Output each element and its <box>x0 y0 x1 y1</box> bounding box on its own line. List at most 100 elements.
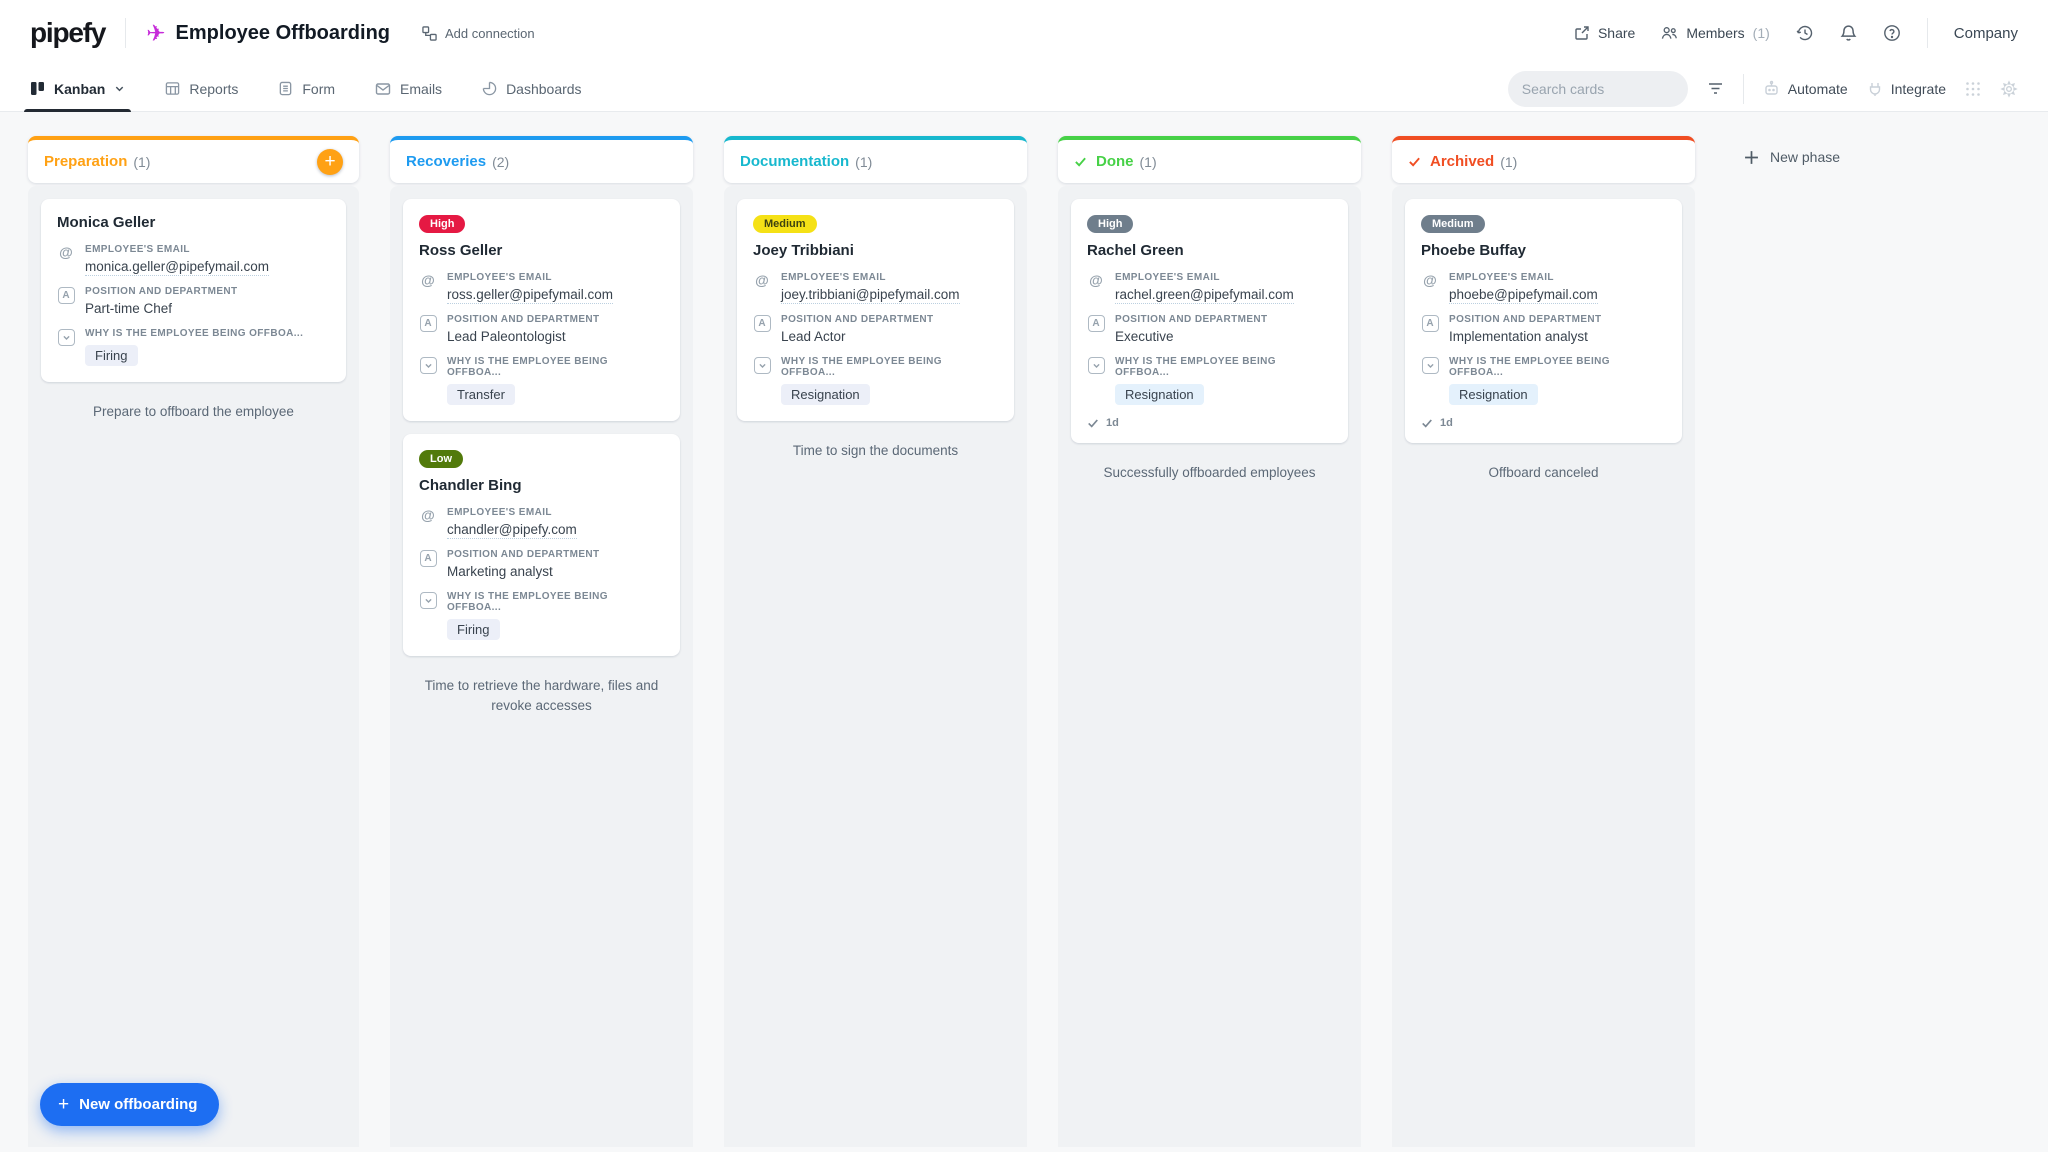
email-value: joey.tribbiani@pipefymail.com <box>781 287 960 304</box>
pipefy-logo[interactable]: pipefy <box>30 17 106 48</box>
history-icon <box>1796 25 1812 41</box>
tab-form-label: Form <box>302 80 336 97</box>
share-button[interactable]: Share <box>1574 25 1635 41</box>
field-label-reason: WHY IS THE EMPLOYEE BEING OFFBOA... <box>85 328 304 339</box>
column-documentation: Documentation (1) Medium Joey Tribbiani … <box>724 136 1027 1147</box>
column-header: Recoveries (2) <box>390 136 693 183</box>
card-joey-tribbiani[interactable]: Medium Joey Tribbiani @ EMPLOYEE'S EMAIL… <box>737 199 1014 421</box>
card-ross-geller[interactable]: High Ross Geller @ EMPLOYEE'S EMAIL ross… <box>403 199 680 421</box>
reason-badge: Firing <box>85 345 138 366</box>
column-recoveries: Recoveries (2) High Ross Geller @ EMPLOY… <box>390 136 693 1147</box>
add-card-button[interactable]: + <box>317 148 343 175</box>
chevron-down-icon <box>116 86 124 92</box>
tab-kanban-label: Kanban <box>54 80 106 97</box>
plus-icon <box>1745 150 1758 164</box>
check-icon <box>1074 155 1087 168</box>
share-icon <box>1575 26 1589 40</box>
at-icon: @ <box>59 244 73 260</box>
at-icon: @ <box>421 507 435 523</box>
priority-badge: High <box>419 215 466 233</box>
phase-count: (1) <box>1500 153 1518 170</box>
new-phase-button[interactable]: New phase <box>1744 149 1840 165</box>
history-button[interactable] <box>1796 24 1814 42</box>
column-done: Done (1) High Rachel Green @ EMPLOYEE'S … <box>1058 136 1361 1147</box>
column-header: Documentation (1) <box>724 136 1027 183</box>
new-phase-label: New phase <box>1770 149 1841 165</box>
card-chandler-bing[interactable]: Low Chandler Bing @ EMPLOYEE'S EMAIL cha… <box>403 434 680 656</box>
apps-grid-icon[interactable] <box>1965 81 1981 97</box>
phase-description: Offboard canceled <box>1488 465 1599 480</box>
tab-form[interactable]: Form <box>278 66 335 112</box>
settings-gear-icon[interactable] <box>2000 79 2018 98</box>
kanban-icon <box>30 81 45 96</box>
tab-reports[interactable]: Reports <box>165 66 238 112</box>
reason-badge: Transfer <box>447 384 515 405</box>
field-label-reason: WHY IS THE EMPLOYEE BEING OFFBOA... <box>447 591 608 613</box>
card-title: Monica Geller <box>57 214 156 231</box>
select-field-icon <box>753 357 771 374</box>
field-label-reason: WHY IS THE EMPLOYEE BEING OFFBOA... <box>1115 356 1276 378</box>
field-label-email: EMPLOYEE'S EMAIL <box>1449 272 1554 283</box>
form-icon <box>278 81 293 96</box>
field-label-reason: WHY IS THE EMPLOYEE BEING OFFBOA... <box>447 356 608 378</box>
phase-name: Preparation <box>44 153 128 170</box>
email-value: monica.geller@pipefymail.com <box>85 259 270 276</box>
phase-count: (2) <box>492 153 510 170</box>
members-button[interactable]: Members (1) <box>1661 25 1770 41</box>
tab-dashboards[interactable]: Dashboards <box>482 66 582 112</box>
integrate-label: Integrate <box>1890 80 1946 97</box>
divider <box>1742 73 1744 104</box>
priority-badge: Medium <box>753 215 817 233</box>
pipe-title: Employee Offboarding <box>175 21 391 44</box>
text-field-icon: A <box>1421 315 1439 332</box>
card-phoebe-buffay[interactable]: Medium Phoebe Buffay @ EMPLOYEE'S EMAIL … <box>1405 199 1682 443</box>
phase-description: Time to retrieve the hardware, files and… <box>424 678 659 713</box>
members-label: Members <box>1686 25 1745 41</box>
field-label-position: POSITION AND DEPARTMENT <box>781 314 934 325</box>
field-label-email: EMPLOYEE'S EMAIL <box>447 507 552 518</box>
divider <box>1926 18 1928 48</box>
new-offboarding-label: New offboarding <box>79 1096 198 1113</box>
tab-emails[interactable]: Emails <box>375 66 442 112</box>
automate-button[interactable]: Automate <box>1763 80 1848 97</box>
tab-kanban[interactable]: Kanban <box>23 66 132 112</box>
reason-badge: Firing <box>447 619 500 640</box>
field-label-email: EMPLOYEE'S EMAIL <box>85 244 190 255</box>
company-menu[interactable]: Company <box>1953 24 2018 42</box>
field-label-reason: WHY IS THE EMPLOYEE BEING OFFBOA... <box>1449 356 1610 378</box>
new-offboarding-button[interactable]: + New offboarding <box>40 1083 220 1126</box>
reason-badge: Resignation <box>1449 384 1538 405</box>
add-connection-button[interactable]: Add connection <box>422 26 535 41</box>
priority-badge: Low <box>419 450 463 468</box>
field-label-email: EMPLOYEE'S EMAIL <box>447 272 552 283</box>
card-monica-geller[interactable]: Monica Geller @ EMPLOYEE'S EMAIL monica.… <box>41 199 346 382</box>
reason-badge: Resignation <box>1115 384 1204 405</box>
column-header: Done (1) <box>1058 136 1361 183</box>
integrate-button[interactable]: Integrate <box>1867 81 1946 97</box>
envelope-icon <box>375 82 391 96</box>
at-icon: @ <box>755 272 769 288</box>
text-field-icon: A <box>57 287 75 304</box>
notifications-button[interactable] <box>1840 24 1857 42</box>
filter-icon[interactable] <box>1707 81 1724 96</box>
column-archived: Archived (1) Medium Phoebe Buffay @ EMPL… <box>1392 136 1695 1147</box>
check-icon <box>1088 419 1098 428</box>
top-bar: pipefy ✈ Employee Offboarding Add connec… <box>0 0 2048 66</box>
phase-count: (1) <box>1139 153 1157 170</box>
add-connection-label: Add connection <box>445 25 535 41</box>
text-field-icon: A <box>419 550 437 567</box>
text-field-icon: A <box>1087 315 1105 332</box>
search-input[interactable] <box>1521 80 1703 97</box>
at-icon: @ <box>1423 272 1437 288</box>
search-box[interactable] <box>1507 70 1703 107</box>
help-button[interactable] <box>1883 24 1901 42</box>
column-header: Preparation (1) + <box>28 136 359 183</box>
phase-count: (1) <box>855 153 873 170</box>
card-rachel-green[interactable]: High Rachel Green @ EMPLOYEE'S EMAIL rac… <box>1071 199 1348 443</box>
members-count: (1) <box>1752 25 1770 41</box>
text-field-icon: A <box>419 315 437 332</box>
robot-icon <box>1765 80 1778 95</box>
column-header: Archived (1) <box>1392 136 1695 183</box>
phase-description: Time to sign the documents <box>792 443 959 458</box>
phase-name: Archived <box>1430 153 1495 170</box>
